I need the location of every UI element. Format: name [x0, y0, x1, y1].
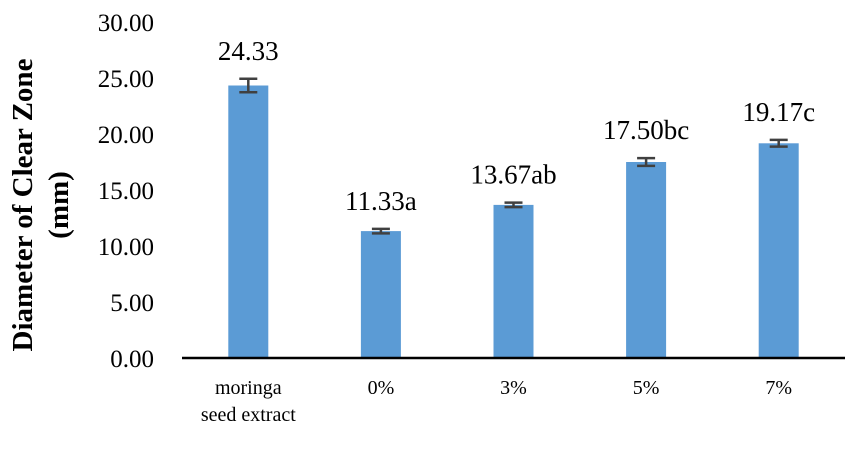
y-tick-label: 0.00: [110, 346, 154, 373]
category-label: 0%: [368, 377, 395, 399]
y-tick-label: 30.00: [98, 10, 154, 37]
category-label: moringa: [215, 377, 282, 399]
category-label: 3%: [500, 377, 527, 399]
data-label: 13.67ab: [470, 160, 556, 190]
category-label: seed extract: [201, 404, 296, 426]
y-tick-label: 20.00: [98, 122, 154, 149]
data-label: 19.17c: [742, 97, 815, 127]
error-bar: [769, 138, 788, 148]
data-label: 11.33a: [345, 186, 417, 216]
bar: [493, 204, 534, 358]
error-bar: [371, 227, 390, 235]
bar: [758, 143, 799, 358]
y-axis-label: Diameter of Clear Zone (mm): [7, 58, 75, 351]
y-tick-label: 15.00: [98, 178, 154, 205]
data-labels: 24.33 11.33a 13.67ab 17.50bc 19.17c: [218, 36, 815, 216]
error-bar: [504, 201, 523, 209]
bar: [626, 162, 667, 358]
error-bars: [239, 77, 788, 235]
bar: [228, 85, 269, 358]
y-tick-label: 10.00: [98, 234, 154, 261]
y-tick-label: 5.00: [110, 290, 154, 317]
category-label: 7%: [765, 377, 792, 399]
y-axis-label-line: (mm): [43, 171, 75, 239]
y-axis-label-line: Diameter of Clear Zone: [7, 58, 39, 351]
data-label: 17.50bc: [603, 115, 689, 145]
data-label: 24.33: [218, 36, 279, 66]
y-axis-ticks: 0.00 5.00 10.00 15.00 20.00 25.00 30.00: [98, 10, 154, 373]
category-labels: moringa seed extract 0% 3% 5% 7%: [201, 377, 792, 426]
error-bar: [637, 156, 656, 168]
bar: [360, 231, 401, 358]
bars: [228, 85, 799, 358]
y-tick-label: 25.00: [98, 66, 154, 93]
error-bar: [239, 77, 258, 94]
category-label: 5%: [633, 377, 660, 399]
